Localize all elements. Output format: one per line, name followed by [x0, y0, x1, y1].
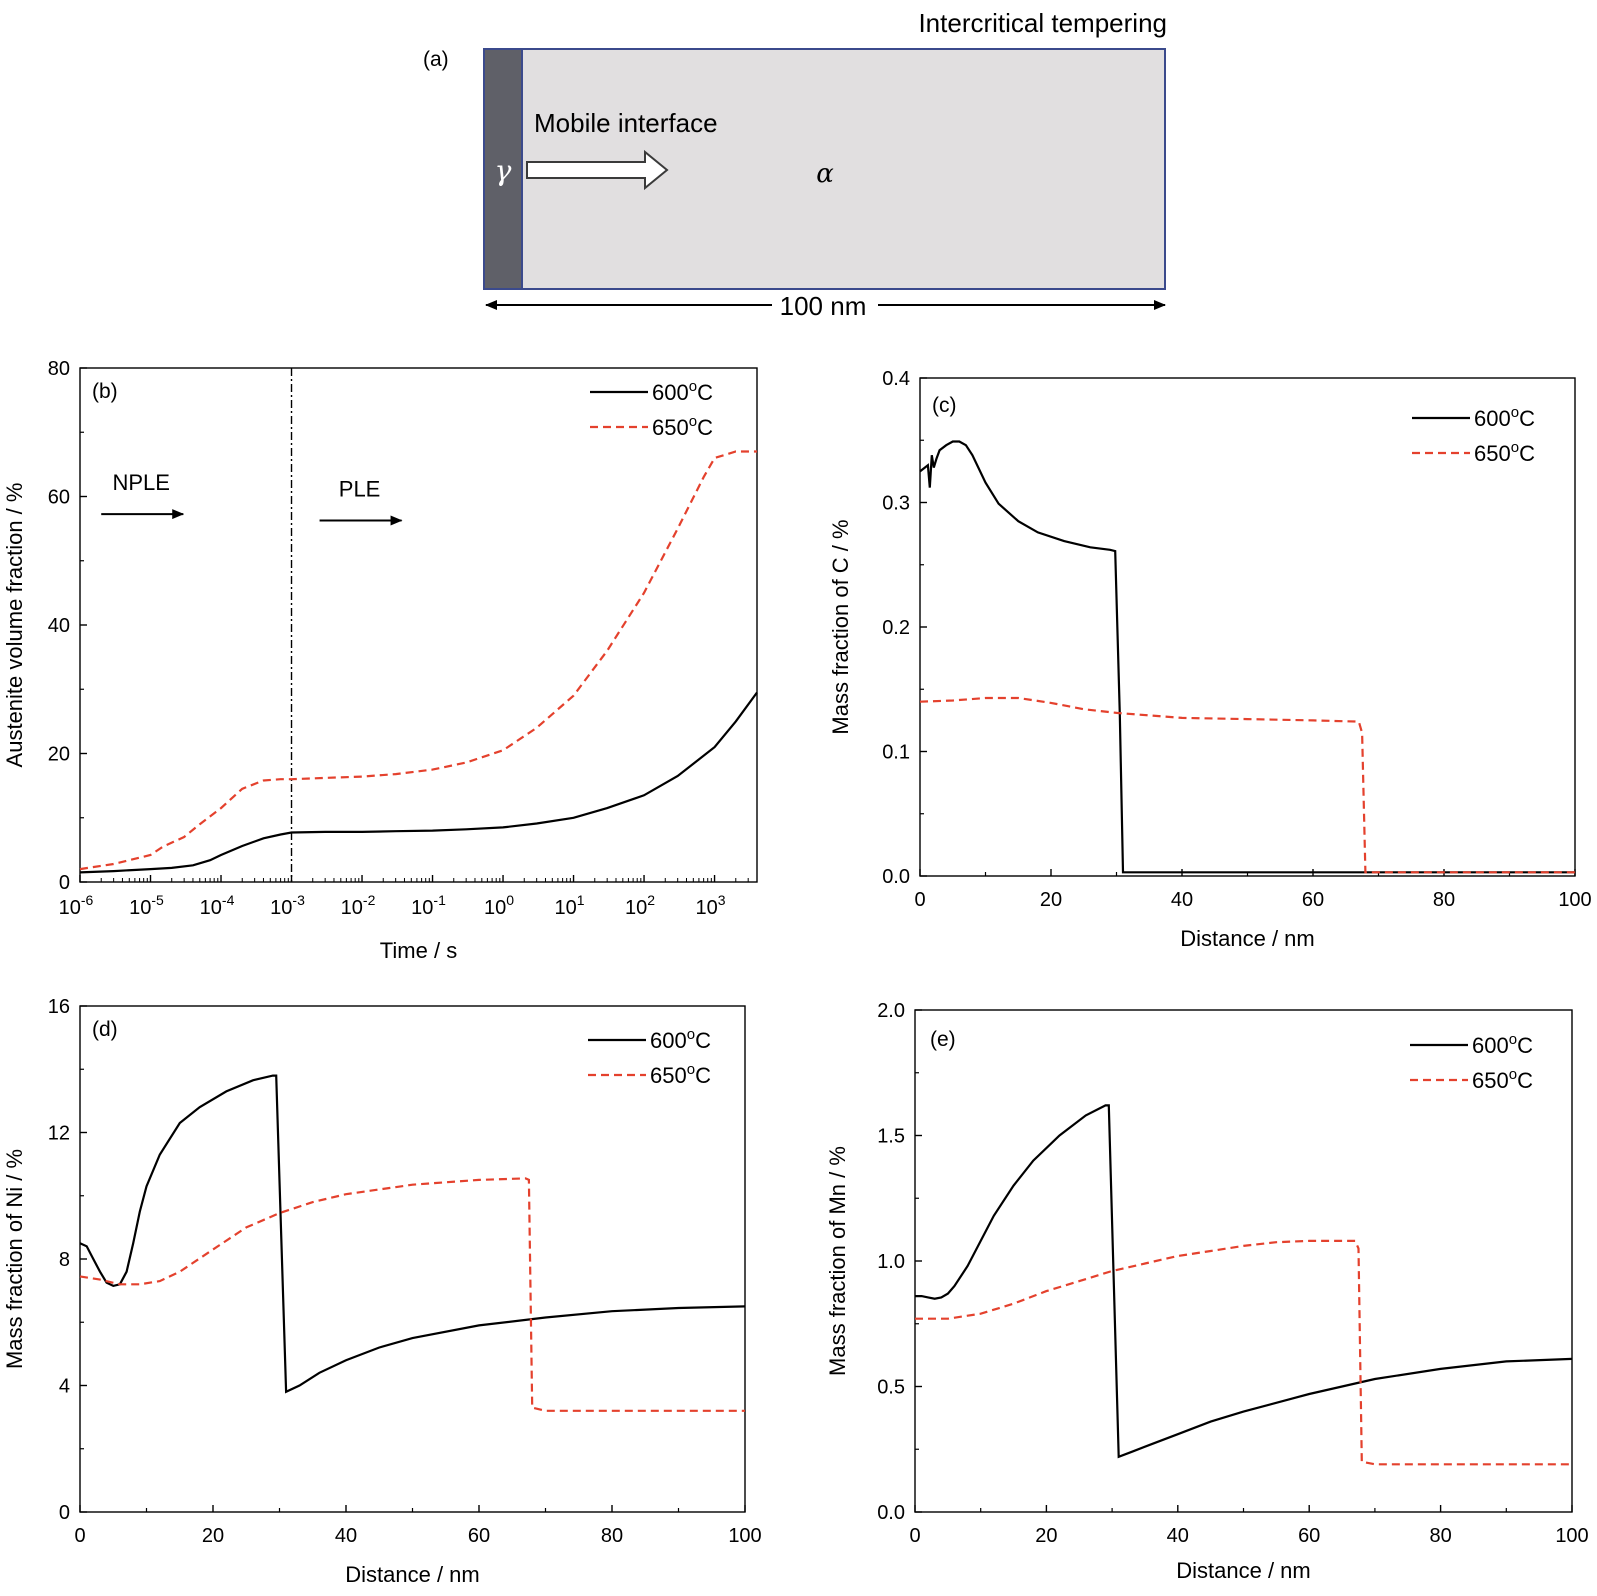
x-tick-label: 10-2: [341, 892, 376, 919]
x-tick-label: 10-5: [129, 892, 164, 919]
schematic-title: Intercritical tempering: [918, 8, 1167, 38]
x-axis-label: Time / s: [380, 938, 457, 963]
y-tick-label: 0.5: [877, 1377, 905, 1399]
x-tick-label: 60: [468, 1525, 490, 1547]
x-tick-label: 100: [728, 1525, 761, 1547]
y-tick-label: 4: [59, 1376, 70, 1398]
x-tick-label: 60: [1298, 1525, 1320, 1547]
panel-label: (b): [92, 380, 118, 403]
x-tick-label: 100: [1555, 1525, 1588, 1547]
x-tick-label: 20: [1035, 1525, 1057, 1547]
y-axis-label: Mass fraction of Mn / %: [825, 1146, 850, 1376]
legend-label: 600oC: [652, 378, 713, 405]
plot-frame: [79, 367, 758, 883]
series-line-600: [915, 1104, 1573, 1459]
mobile-interface-label: Mobile interface: [534, 108, 718, 138]
y-tick-label: 0.3: [882, 493, 910, 515]
legend-label: 600oC: [1472, 1031, 1533, 1058]
y-tick-label: 8: [59, 1249, 70, 1271]
y-tick-label: 1.5: [877, 1126, 905, 1148]
y-tick-label: 0: [59, 872, 70, 894]
legend-label: 650oC: [1474, 439, 1535, 466]
series-line-650: [919, 696, 1575, 874]
x-tick-label: 40: [335, 1525, 357, 1547]
x-tick-label: 80: [1433, 889, 1455, 911]
panel-label: (c): [932, 394, 957, 417]
schematic-panel: (a) Intercritical tempering γ α Mobile i…: [423, 8, 1167, 321]
y-tick-label: 12: [48, 1123, 70, 1145]
legend-label: 600oC: [650, 1026, 711, 1053]
x-tick-label: 0: [914, 889, 925, 911]
x-tick-label: 101: [555, 892, 585, 919]
x-axis-label: Distance / nm: [1180, 926, 1315, 951]
x-tick-label: 60: [1302, 889, 1324, 911]
annotation-nple: NPLE: [112, 470, 169, 495]
chart-e: 0.0 0.5 1.0 1.5 2.0 0 20 40 60 80 100 Distance / nm…: [825, 1000, 1589, 1583]
y-axis-label: Austenite volume fraction / %: [2, 483, 27, 768]
y-tick-label: 0.0: [882, 866, 910, 888]
x-tick-label: 20: [1040, 889, 1062, 911]
x-axis-label: Distance / nm: [345, 1562, 480, 1587]
series-line-600: [79, 1074, 746, 1394]
x-tick-label: 100: [1558, 889, 1591, 911]
x-tick-label: 10-3: [270, 892, 305, 919]
x-tick-label: 80: [601, 1525, 623, 1547]
x-tick-label: 10-1: [411, 892, 446, 919]
y-tick-label: 40: [48, 615, 70, 637]
schematic-panel-label: (a): [423, 48, 449, 71]
x-tick-label: 40: [1171, 889, 1193, 911]
length-label: 100 nm: [780, 291, 867, 321]
x-tick-label: 10-4: [200, 892, 235, 919]
chart-d: 0 4 8 12 16 0 20 40 60 80 100 Distance / nm Mass fra…: [2, 996, 762, 1587]
alpha-symbol: α: [816, 159, 834, 189]
x-tick-label: 10-6: [59, 892, 94, 919]
legend-label: 650oC: [650, 1061, 711, 1088]
y-tick-label: 0.1: [882, 742, 910, 764]
y-tick-label: 0: [59, 1502, 70, 1524]
y-tick-label: 60: [48, 487, 70, 509]
chart-b: 0 20 40 60 80 10-6 10-5 10-4 10-3 10-2 10-1 100 101 1…: [2, 358, 758, 963]
panel-label: (e): [930, 1028, 956, 1051]
y-tick-label: 20: [48, 744, 70, 766]
legend-label: 600oC: [1474, 404, 1535, 431]
series-line-650: [915, 1239, 1572, 1466]
y-tick-label: 16: [48, 996, 70, 1018]
x-tick-label: 0: [909, 1525, 920, 1547]
chart-c: 0.0 0.1 0.2 0.3 0.4 0 20 40 60 80 100 Distance / nm…: [828, 368, 1592, 951]
y-axis-label: Mass fraction of C / %: [828, 519, 853, 734]
plot-frame: [79, 1005, 746, 1513]
x-tick-label: 103: [696, 892, 726, 919]
y-tick-label: 0.0: [877, 1502, 905, 1524]
series-line-600: [79, 691, 758, 874]
y-tick-label: 0.2: [882, 617, 910, 639]
x-tick-label: 20: [202, 1525, 224, 1547]
legend-label: 650oC: [652, 413, 713, 440]
annotation-ple: PLE: [339, 477, 381, 502]
x-tick-label: 40: [1167, 1525, 1189, 1547]
x-tick-label: 80: [1429, 1525, 1451, 1547]
interface-arrow: [526, 149, 669, 191]
y-tick-label: 0.4: [882, 368, 910, 390]
panel-label: (d): [92, 1018, 118, 1041]
x-tick-label: 0: [74, 1525, 85, 1547]
legend-label: 650oC: [1472, 1066, 1533, 1093]
y-tick-label: 1.0: [877, 1251, 905, 1273]
x-tick-label: 102: [625, 892, 655, 919]
y-tick-label: 2.0: [877, 1000, 905, 1022]
x-axis-label: Distance / nm: [1176, 1558, 1311, 1583]
y-tick-label: 80: [48, 358, 70, 380]
y-axis-label: Mass fraction of Ni / %: [2, 1149, 27, 1369]
gamma-region: [483, 48, 523, 290]
gamma-symbol: γ: [495, 154, 512, 187]
series-line-650: [79, 1177, 745, 1412]
x-tick-label: 100: [484, 892, 514, 919]
series-line-600: [919, 440, 1575, 874]
